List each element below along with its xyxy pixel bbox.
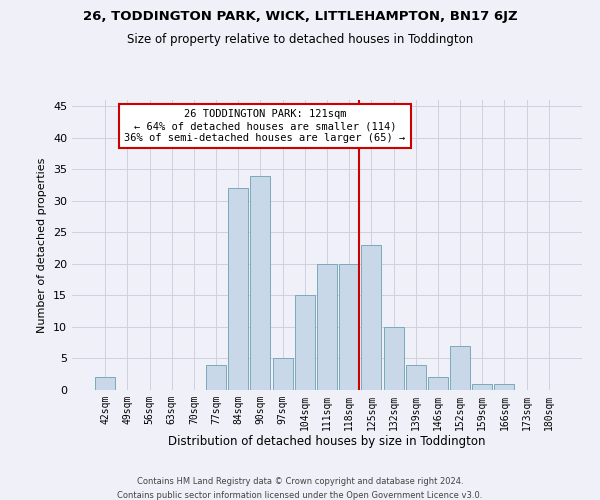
Bar	[95, 378, 115, 390]
Bar	[361, 245, 382, 390]
Bar	[206, 365, 226, 390]
Bar	[450, 346, 470, 390]
Bar	[295, 296, 315, 390]
Bar	[272, 358, 293, 390]
Text: Size of property relative to detached houses in Toddington: Size of property relative to detached ho…	[127, 32, 473, 46]
Bar	[494, 384, 514, 390]
Y-axis label: Number of detached properties: Number of detached properties	[37, 158, 47, 332]
Text: Contains public sector information licensed under the Open Government Licence v3: Contains public sector information licen…	[118, 491, 482, 500]
Bar	[428, 378, 448, 390]
Text: 26, TODDINGTON PARK, WICK, LITTLEHAMPTON, BN17 6JZ: 26, TODDINGTON PARK, WICK, LITTLEHAMPTON…	[83, 10, 517, 23]
Text: 26 TODDINGTON PARK: 121sqm
← 64% of detached houses are smaller (114)
36% of sem: 26 TODDINGTON PARK: 121sqm ← 64% of deta…	[124, 110, 406, 142]
Bar	[383, 327, 404, 390]
Bar	[472, 384, 492, 390]
Text: Contains HM Land Registry data © Crown copyright and database right 2024.: Contains HM Land Registry data © Crown c…	[137, 478, 463, 486]
Bar	[228, 188, 248, 390]
Bar	[339, 264, 359, 390]
Bar	[406, 365, 426, 390]
Bar	[250, 176, 271, 390]
Text: Distribution of detached houses by size in Toddington: Distribution of detached houses by size …	[168, 435, 486, 448]
Bar	[317, 264, 337, 390]
